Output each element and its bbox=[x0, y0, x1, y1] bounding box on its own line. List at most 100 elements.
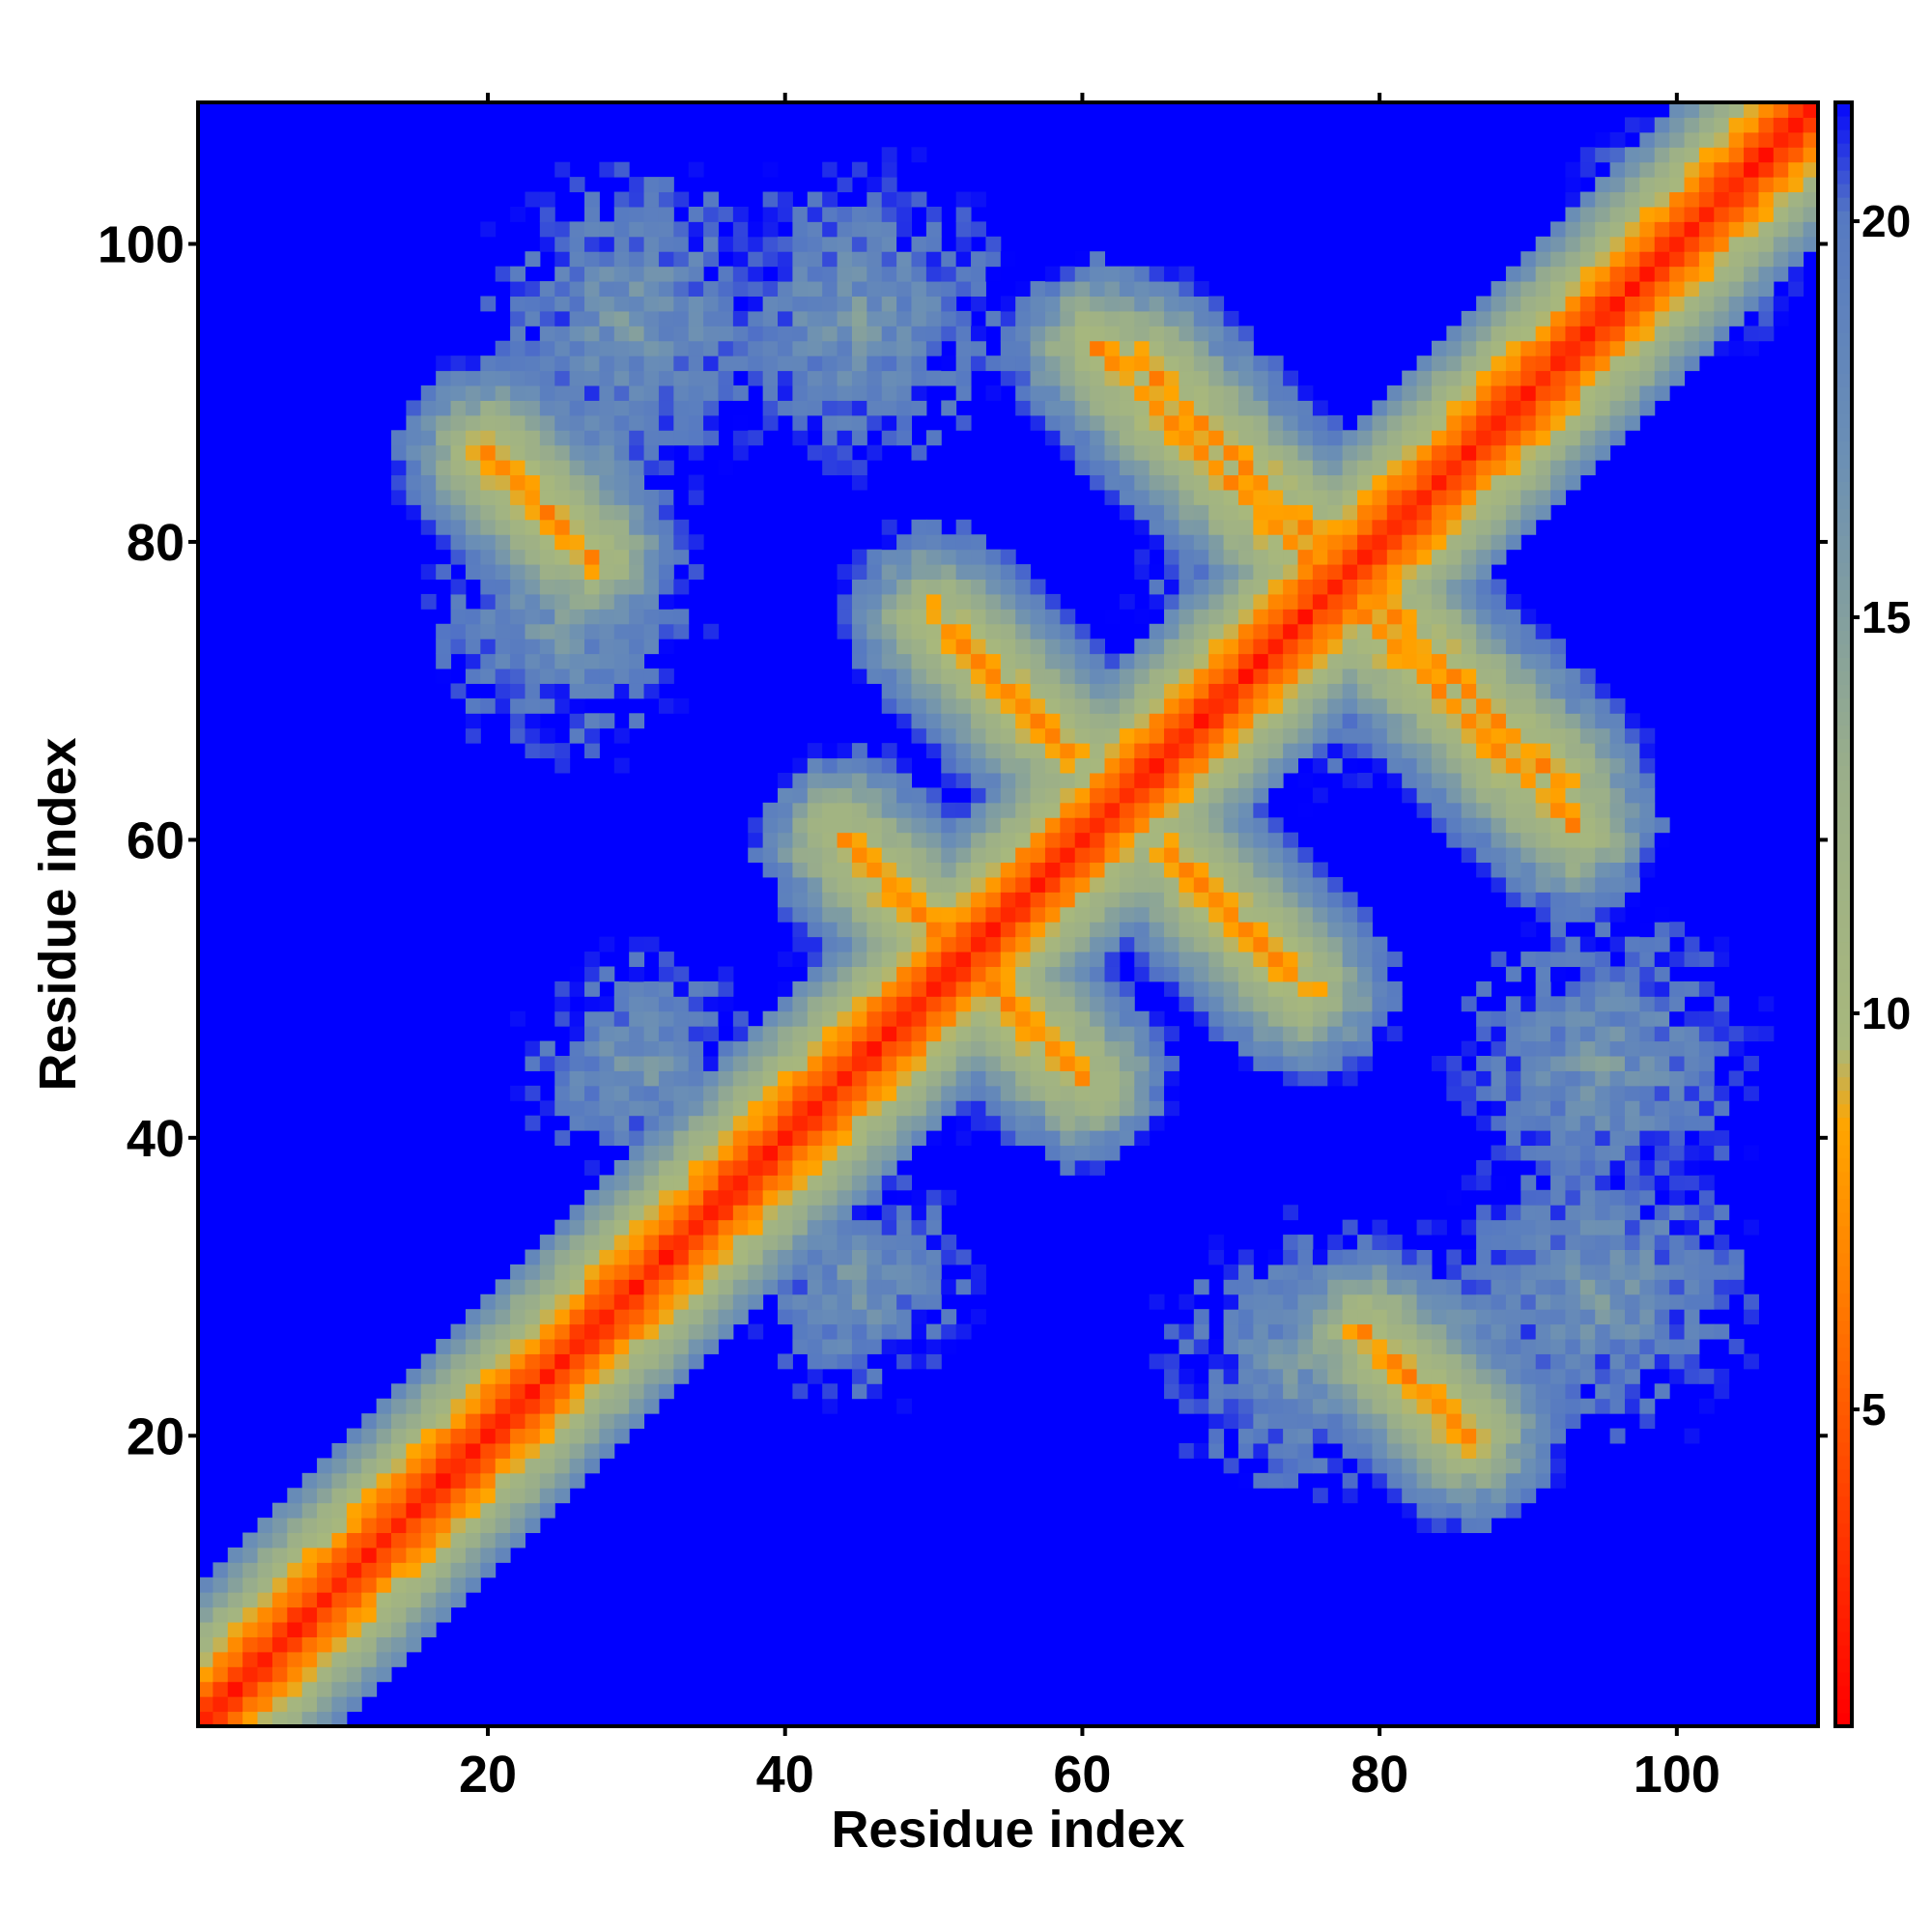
heatmap-cell bbox=[1267, 713, 1284, 729]
heatmap-cell bbox=[1342, 460, 1358, 476]
heatmap-cell bbox=[1327, 936, 1344, 952]
heatmap-cell bbox=[317, 1651, 332, 1667]
heatmap-cell bbox=[1074, 980, 1091, 997]
heatmap-cell bbox=[837, 460, 853, 476]
heatmap-cell bbox=[1267, 847, 1284, 864]
heatmap-cell bbox=[1476, 639, 1492, 655]
heatmap-cell bbox=[1491, 1339, 1507, 1354]
heatmap-cell bbox=[525, 1442, 541, 1459]
heatmap-cell bbox=[525, 370, 541, 386]
heatmap-cell bbox=[1372, 549, 1388, 565]
heatmap-cell bbox=[227, 1606, 243, 1623]
heatmap-cell bbox=[1550, 1100, 1566, 1117]
heatmap-cell bbox=[1193, 370, 1209, 386]
heatmap-cell bbox=[554, 519, 571, 535]
heatmap-cell bbox=[1505, 1010, 1521, 1027]
heatmap-cell bbox=[1579, 862, 1596, 878]
heatmap-cell bbox=[1520, 385, 1537, 401]
heatmap-cell bbox=[1624, 713, 1640, 729]
heatmap-cell bbox=[851, 326, 867, 342]
heatmap-cell bbox=[941, 936, 957, 952]
heatmap-cell bbox=[792, 1339, 809, 1354]
heatmap-cell bbox=[1267, 1010, 1284, 1027]
heatmap-cell bbox=[1327, 1368, 1344, 1384]
heatmap-cell bbox=[1579, 936, 1596, 952]
heatmap-cell bbox=[1223, 862, 1239, 878]
heatmap-cell bbox=[925, 1130, 942, 1147]
heatmap-cell bbox=[955, 653, 972, 669]
heatmap-cell bbox=[1372, 713, 1388, 729]
heatmap-cell bbox=[703, 1323, 719, 1340]
heatmap-cell bbox=[911, 370, 927, 386]
heatmap-cell bbox=[1342, 1309, 1358, 1325]
heatmap-cell bbox=[584, 1413, 600, 1430]
heatmap-cell bbox=[778, 310, 793, 327]
heatmap-cell bbox=[613, 519, 630, 535]
heatmap-cell bbox=[1267, 966, 1284, 982]
heatmap-cell bbox=[1595, 847, 1611, 864]
heatmap-cell bbox=[1550, 697, 1566, 714]
heatmap-cell bbox=[971, 1026, 986, 1042]
heatmap-cell bbox=[1208, 639, 1225, 655]
heatmap-cell bbox=[1134, 385, 1151, 401]
heatmap-cell bbox=[911, 519, 927, 535]
heatmap-cell bbox=[629, 952, 645, 967]
heatmap-cell bbox=[1253, 1026, 1269, 1042]
heatmap-cell bbox=[554, 653, 571, 669]
heatmap-cell bbox=[658, 177, 674, 193]
heatmap-cell bbox=[1639, 980, 1656, 997]
heatmap-cell bbox=[778, 952, 793, 967]
heatmap-cell bbox=[837, 400, 853, 416]
heatmap-cell bbox=[688, 340, 704, 356]
heatmap-cell bbox=[703, 1219, 719, 1236]
heatmap-cell bbox=[822, 370, 838, 386]
heatmap-cell bbox=[762, 1085, 779, 1101]
heatmap-cell bbox=[1090, 713, 1106, 729]
heatmap-cell bbox=[1149, 832, 1165, 848]
heatmap-cell bbox=[941, 892, 957, 908]
heatmap-cell bbox=[1164, 1070, 1179, 1087]
heatmap-cell bbox=[613, 549, 630, 565]
heatmap-cell bbox=[1237, 1323, 1254, 1340]
heatmap-cell bbox=[1030, 757, 1046, 774]
heatmap-cell bbox=[1312, 1458, 1328, 1474]
heatmap-cell bbox=[317, 1711, 332, 1727]
heatmap-cell bbox=[925, 370, 942, 386]
heatmap-cell bbox=[1579, 1323, 1596, 1340]
heatmap-cell bbox=[1164, 892, 1179, 908]
heatmap-cell bbox=[911, 1100, 927, 1117]
heatmap-cell bbox=[465, 489, 481, 505]
heatmap-cell bbox=[911, 385, 927, 401]
heatmap-cell bbox=[1327, 922, 1344, 938]
heatmap-cell bbox=[867, 414, 883, 431]
heatmap-cell bbox=[807, 340, 823, 356]
heatmap-cell bbox=[1060, 281, 1076, 297]
heatmap-cell bbox=[732, 251, 749, 268]
heatmap-cell bbox=[1149, 1056, 1165, 1071]
heatmap-cell bbox=[1535, 1070, 1551, 1087]
heatmap-cell bbox=[480, 370, 497, 386]
heatmap-cell bbox=[748, 1056, 764, 1071]
heatmap-cell bbox=[941, 1085, 957, 1101]
heatmap-cell bbox=[1624, 1205, 1640, 1221]
heatmap-cell bbox=[1179, 1398, 1195, 1414]
heatmap-cell bbox=[1609, 1085, 1626, 1101]
heatmap-cell bbox=[1579, 743, 1596, 759]
heatmap-cell bbox=[599, 1026, 615, 1042]
heatmap-cell bbox=[851, 936, 867, 952]
heatmap-cell bbox=[613, 444, 630, 461]
heatmap-cell bbox=[792, 996, 809, 1012]
heatmap-cell bbox=[436, 1428, 452, 1444]
heatmap-cell bbox=[762, 340, 779, 356]
heatmap-cell bbox=[1179, 414, 1195, 431]
heatmap-cell bbox=[1208, 922, 1225, 938]
heatmap-cell bbox=[911, 147, 927, 163]
heatmap-cell bbox=[688, 564, 704, 580]
heatmap-cell bbox=[1134, 668, 1151, 684]
heatmap-cell bbox=[331, 1458, 348, 1474]
heatmap-cell bbox=[837, 1205, 853, 1221]
heatmap-cell bbox=[1044, 385, 1061, 401]
heatmap-cell bbox=[1535, 370, 1551, 386]
heatmap-cell bbox=[1060, 980, 1076, 997]
heatmap-cell bbox=[1579, 1309, 1596, 1325]
